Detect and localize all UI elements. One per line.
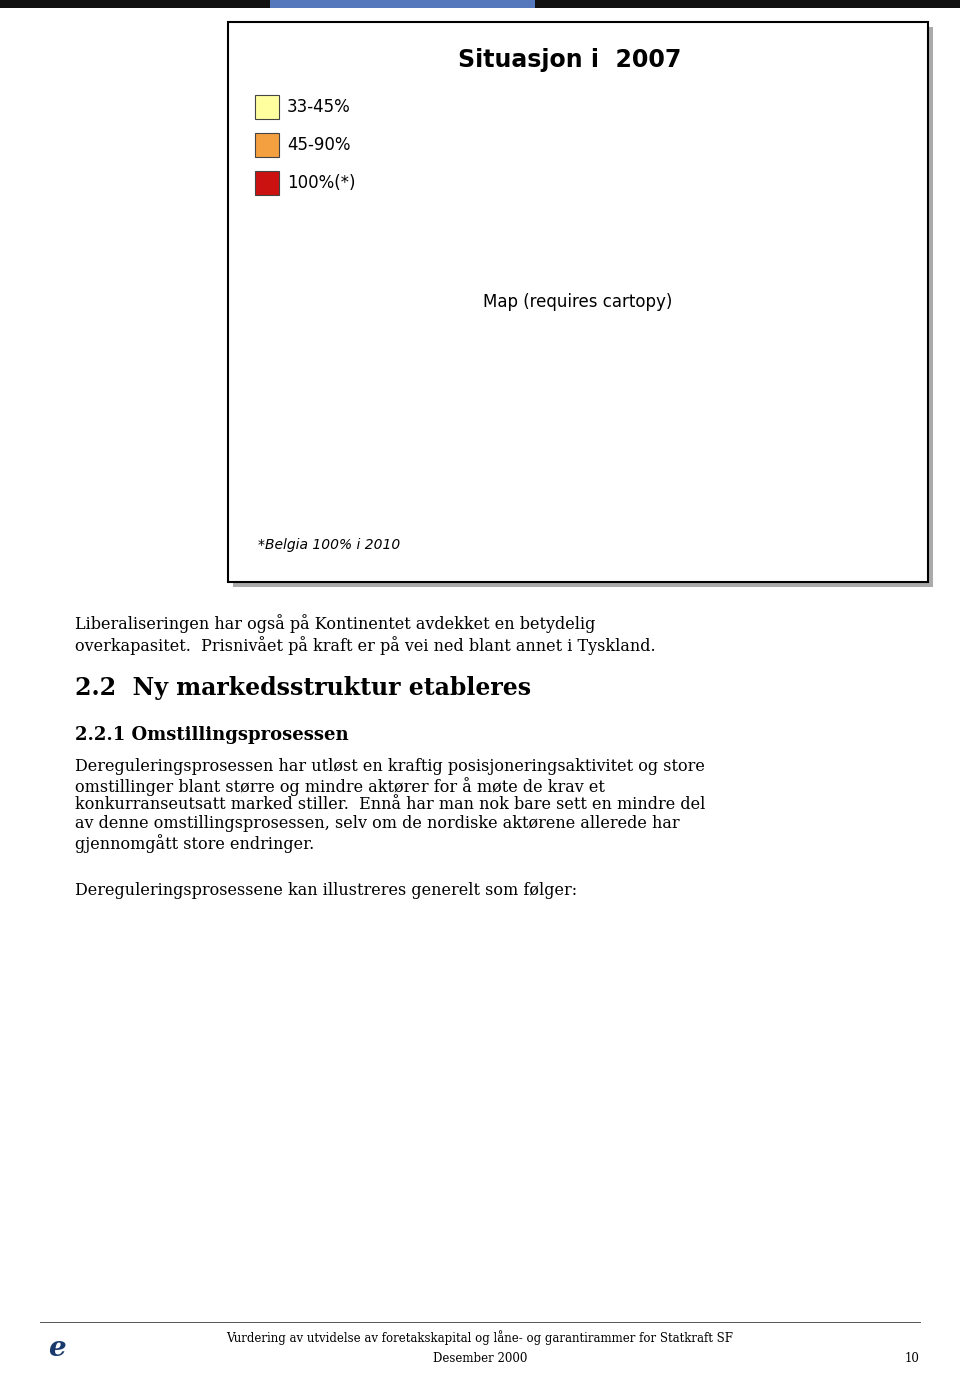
- Text: omstillinger blant større og mindre aktører for å møte de krav et: omstillinger blant større og mindre aktø…: [75, 777, 605, 796]
- Text: 10: 10: [905, 1351, 920, 1365]
- Bar: [270, 0, 535, 8]
- Text: 45-90%: 45-90%: [287, 136, 350, 154]
- Bar: [233, 28, 933, 587]
- Text: 2.2  Ny markedsstruktur etableres: 2.2 Ny markedsstruktur etableres: [75, 676, 531, 700]
- Bar: [255, 134, 279, 157]
- Bar: [228, 22, 928, 582]
- Bar: [0, 0, 960, 8]
- Text: Dereguleringsprosessene kan illustreres generelt som følger:: Dereguleringsprosessene kan illustreres …: [75, 883, 577, 899]
- Bar: [255, 95, 279, 118]
- Bar: [255, 171, 279, 196]
- Text: konkurranseutsatt marked stiller.  Ennå har man nok bare sett en mindre del: konkurranseutsatt marked stiller. Ennå h…: [75, 796, 706, 812]
- Text: Vurdering av utvidelse av foretakskapital og låne- og garantirammer for Statkraf: Vurdering av utvidelse av foretakskapita…: [227, 1330, 733, 1345]
- Text: 2.2.1 Omstillingsprosessen: 2.2.1 Omstillingsprosessen: [75, 726, 348, 744]
- Text: *Belgia 100% i 2010: *Belgia 100% i 2010: [258, 538, 400, 552]
- Text: 33-45%: 33-45%: [287, 98, 350, 116]
- Text: Dereguleringsprosessen har utløst en kraftig posisjoneringsaktivitet og store: Dereguleringsprosessen har utløst en kra…: [75, 757, 705, 775]
- Text: e: e: [48, 1334, 65, 1362]
- Text: gjennomgått store endringer.: gjennomgått store endringer.: [75, 834, 314, 852]
- Text: Desember 2000: Desember 2000: [433, 1351, 527, 1365]
- Text: Liberaliseringen har også på Kontinentet avdekket en betydelig
overkapasitet.  P: Liberaliseringen har også på Kontinentet…: [75, 614, 656, 655]
- Text: Situasjon i  2007: Situasjon i 2007: [458, 48, 682, 72]
- Text: 100%(*): 100%(*): [287, 174, 355, 191]
- Text: av denne omstillingsprosessen, selv om de nordiske aktørene allerede har: av denne omstillingsprosessen, selv om d…: [75, 815, 680, 832]
- Text: Map (requires cartopy): Map (requires cartopy): [483, 293, 673, 311]
